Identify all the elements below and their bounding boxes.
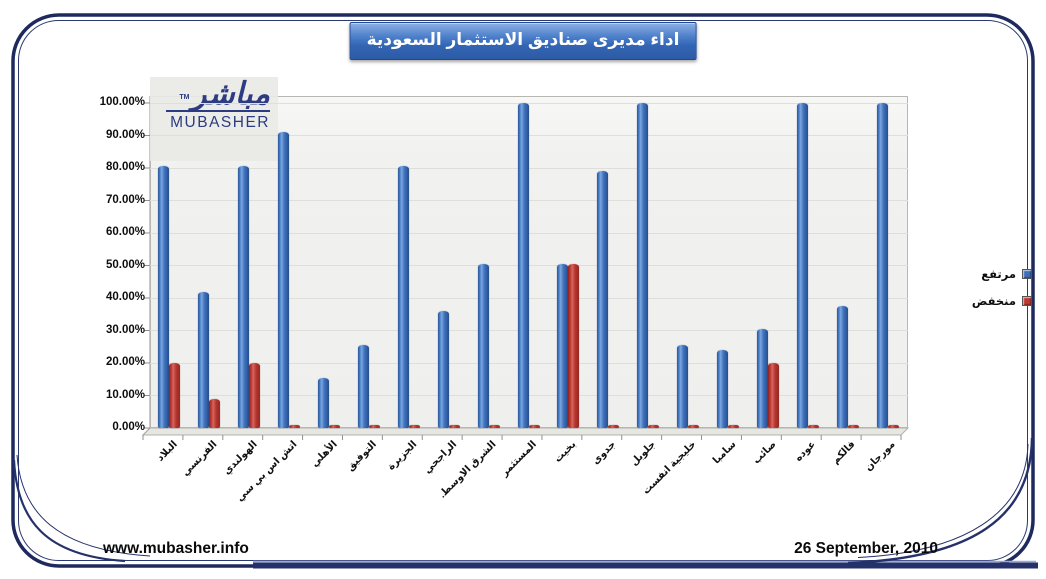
legend-item-high: مرتفع (928, 260, 1032, 287)
legend: مرتفع منخفض (928, 260, 1032, 314)
chart-title: اداء مديرى صناديق الاستثمار السعودية (349, 22, 697, 60)
y-axis-label: 40.00% (105, 291, 145, 303)
bar-low-2 (209, 398, 221, 428)
y-axis-label: 30.00% (105, 323, 145, 336)
axis-corner-line (142, 427, 151, 436)
bar-low-8 (448, 424, 460, 428)
bar-low-12 (608, 424, 620, 428)
bar-high-11 (557, 263, 569, 428)
bar-high-3 (238, 166, 250, 428)
gridline (150, 265, 908, 266)
legend-label: منخفض (971, 295, 1016, 308)
bar-high-19 (876, 103, 888, 428)
chart-floor (141, 427, 910, 436)
y-axis-label: 10.00% (105, 388, 145, 401)
bar-low-3 (249, 363, 261, 428)
bar-high-16 (756, 328, 768, 428)
gridline (150, 362, 908, 364)
bar-high-2 (198, 291, 210, 428)
gridline (150, 102, 908, 104)
bar-low-9 (488, 424, 500, 428)
mubasher-logo-rule (166, 110, 270, 112)
bar-low-18 (847, 424, 859, 428)
bar-low-17 (807, 424, 819, 428)
bar-low-16 (767, 363, 779, 428)
mubasher-logo-arabic: مباشر (191, 76, 270, 111)
bar-high-1 (158, 166, 170, 428)
bar-low-6 (368, 424, 380, 428)
bar-high-14 (677, 345, 689, 428)
gridline (150, 167, 908, 169)
bar-low-13 (648, 424, 660, 428)
inner-border (18, 20, 1028, 561)
swoosh-right-outer (847, 437, 1034, 565)
bar-high-8 (437, 311, 449, 428)
bar-low-11 (568, 263, 580, 428)
gridline (150, 297, 908, 299)
y-axis-label: 0.00% (112, 421, 145, 433)
bar-high-9 (477, 263, 489, 428)
bar-high-4 (278, 132, 290, 428)
gridline (150, 200, 908, 201)
mubasher-logo-arabic-row: TM مباشر (179, 76, 270, 111)
mubasher-logo: TM مباشر MUBASHER (150, 77, 278, 161)
legend-item-low: منخفض (928, 287, 1032, 314)
bar-high-13 (637, 103, 649, 428)
bar-low-19 (887, 424, 899, 428)
legend-swatch-icon (1022, 268, 1032, 279)
y-axis-label: 70.00% (105, 193, 145, 206)
bar-high-5 (318, 377, 330, 428)
bar-high-15 (716, 350, 728, 428)
gridline (150, 135, 908, 136)
y-axis-label: 90.00% (105, 128, 145, 141)
y-axis-label: 20.00% (105, 356, 145, 368)
bar-high-10 (517, 103, 529, 428)
legend-label: مرتفع (981, 268, 1016, 281)
bar-high-12 (597, 171, 609, 428)
bar-low-1 (169, 363, 181, 428)
bar-low-5 (329, 424, 341, 428)
bar-high-17 (796, 103, 808, 428)
bar-low-15 (727, 424, 739, 428)
trademark-symbol: TM (179, 94, 190, 101)
bar-low-7 (408, 424, 420, 428)
y-axis-label: 50.00% (105, 258, 145, 271)
gridline (150, 232, 908, 234)
bar-low-4 (289, 424, 301, 428)
bar-high-7 (397, 166, 409, 428)
swoosh-left-outer (12, 459, 126, 563)
bar-low-10 (528, 424, 540, 428)
bar-high-6 (357, 345, 369, 428)
y-axis-label: 100.00% (99, 96, 145, 108)
footer-website: www.mubasher.info (103, 540, 249, 557)
swoosh-left-inner (16, 454, 151, 557)
gridline (150, 330, 908, 331)
y-axis-label: 60.00% (105, 226, 145, 238)
footer-date: 26 September, 2010 (794, 540, 938, 557)
mubasher-logo-latin: MUBASHER (170, 114, 270, 131)
bar-low-14 (688, 424, 700, 428)
gridline (150, 395, 908, 396)
swoosh-right-inner (857, 443, 1029, 558)
bar-high-18 (836, 306, 848, 428)
y-axis-label: 80.00% (105, 161, 145, 173)
legend-swatch-icon (1022, 295, 1032, 306)
